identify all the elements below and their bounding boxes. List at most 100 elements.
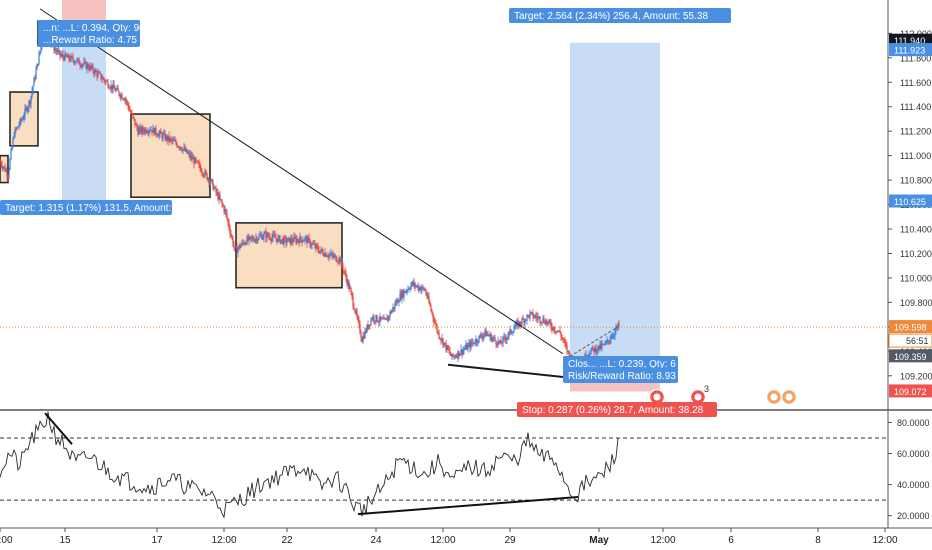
candle-body: [460, 349, 462, 354]
candle-body: [289, 237, 291, 244]
candle-body: [158, 133, 160, 137]
candle: [189, 150, 191, 161]
candle-body: [169, 138, 171, 141]
candle-body: [419, 287, 421, 291]
candle-body: [236, 246, 238, 253]
candle-body: [499, 340, 501, 343]
candle-body: [9, 159, 11, 170]
candle-body: [290, 238, 292, 244]
candle-body: [617, 323, 619, 328]
candle-body: [465, 344, 467, 349]
countdown-text: 56:51: [906, 336, 929, 346]
candle-body: [90, 65, 92, 68]
candle: [255, 233, 257, 245]
candle: [546, 319, 548, 326]
candle: [608, 340, 610, 345]
candle-body: [567, 350, 569, 352]
candle: [508, 330, 510, 341]
candle-body: [291, 238, 293, 242]
candle: [556, 330, 558, 334]
candle: [440, 338, 442, 345]
candle-body: [26, 107, 28, 111]
candle: [327, 252, 329, 260]
candle: [491, 334, 493, 343]
candle-body: [436, 324, 438, 332]
candle: [593, 348, 595, 357]
candle: [227, 217, 229, 227]
candle-body: [265, 232, 267, 239]
candle-body: [398, 301, 400, 303]
candle-body: [403, 291, 405, 297]
candle-body: [385, 318, 387, 320]
candle-body: [514, 326, 516, 329]
candle: [138, 125, 140, 136]
candle: [420, 284, 422, 294]
candle: [107, 79, 109, 90]
candle-body: [92, 65, 94, 72]
candle-body: [225, 209, 227, 214]
candle-body: [407, 288, 409, 291]
candle: [116, 85, 118, 91]
candle: [320, 246, 322, 255]
candle-body: [613, 335, 615, 336]
y-tick-label: 111.600: [900, 78, 931, 88]
candle-body: [388, 316, 390, 318]
candle: [174, 136, 176, 142]
candle-body: [70, 55, 72, 61]
candle: [329, 250, 331, 259]
candle-body: [247, 237, 249, 241]
candle: [0, 159, 1, 163]
candle: [504, 333, 506, 344]
candle: [464, 344, 466, 351]
candle: [531, 311, 533, 316]
x-tick-label: 29: [504, 535, 516, 546]
candle-body: [105, 81, 107, 83]
candle: [96, 70, 98, 81]
candle: [186, 148, 188, 155]
candle: [232, 235, 234, 248]
badge-dot: [694, 393, 702, 401]
candle: [615, 323, 617, 335]
candle-body: [599, 343, 601, 350]
candle: [376, 314, 378, 323]
candle-body: [498, 340, 500, 343]
candle-body: [608, 340, 610, 342]
candle: [285, 235, 287, 248]
candle-body: [523, 319, 525, 324]
candle: [211, 178, 213, 185]
candle: [392, 303, 394, 313]
candle: [284, 234, 286, 243]
candle: [552, 325, 554, 331]
candle-body: [555, 331, 557, 333]
candle: [150, 125, 152, 132]
candle: [356, 307, 358, 320]
candle: [351, 291, 353, 301]
candle-body: [318, 250, 320, 253]
candle-body: [348, 281, 350, 289]
candle: [310, 241, 312, 249]
candle-body: [333, 255, 335, 257]
candle: [154, 127, 156, 135]
candle: [224, 205, 226, 215]
osc-y-tick-label: 60.0000: [897, 449, 930, 459]
candle-body: [123, 99, 125, 101]
candle-body: [409, 288, 411, 290]
candle: [340, 256, 342, 263]
candle-body: [506, 337, 508, 340]
candle-body: [196, 160, 198, 162]
candle-body: [283, 237, 285, 244]
candle-body: [469, 343, 471, 348]
candle: [217, 188, 219, 201]
candle: [418, 284, 420, 294]
candle: [322, 247, 324, 257]
candle: [177, 145, 179, 148]
oscillator-line: [0, 411, 619, 519]
candle: [216, 188, 218, 196]
candle-body: [357, 316, 359, 320]
candle-body: [287, 238, 289, 242]
long-ratio-label-text: Risk/Reward Ratio: 8.93: [568, 371, 676, 382]
candle-body: [463, 349, 465, 351]
candle-body: [166, 135, 168, 141]
candle-body: [284, 237, 286, 239]
candle-body: [400, 293, 402, 299]
